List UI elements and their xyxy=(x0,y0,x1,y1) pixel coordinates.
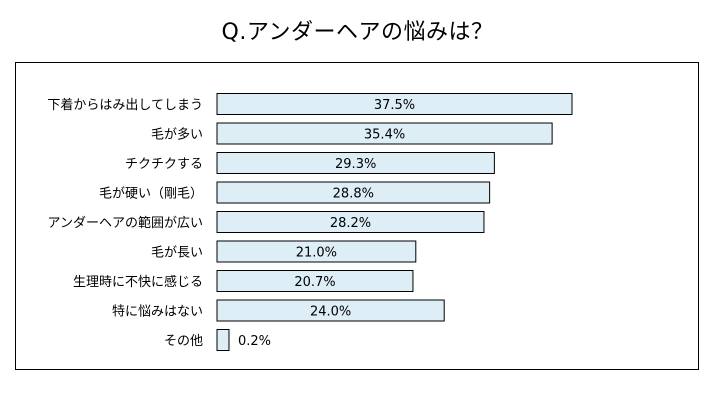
bar xyxy=(216,122,553,145)
category-label: 毛が長い xyxy=(151,246,203,261)
category-label: 毛が硬い（剛毛） xyxy=(99,187,203,202)
bar xyxy=(216,240,417,263)
category-label: 特に悩みはない xyxy=(112,305,203,320)
bar xyxy=(216,93,573,115)
category-label: アンダーヘアの範囲が広い xyxy=(48,216,203,231)
category-label: 下着からはみ出してしまう xyxy=(47,97,203,113)
value-label: 28.2% xyxy=(330,216,371,231)
value-label: 20.7% xyxy=(294,275,335,290)
value-label: 21.0% xyxy=(296,246,337,261)
category-label: 生理時に不快に感じる xyxy=(73,274,203,290)
bar xyxy=(216,181,491,204)
bar xyxy=(216,211,485,233)
bar xyxy=(216,270,414,292)
bar xyxy=(216,329,230,351)
value-label: 24.0% xyxy=(310,305,351,320)
value-label: 28.8% xyxy=(333,187,374,202)
value-label: 29.3% xyxy=(335,157,376,172)
category-label: チクチクする xyxy=(125,157,203,172)
bar xyxy=(216,152,495,174)
category-label: 毛が多い xyxy=(151,127,203,143)
value-label: 35.4% xyxy=(364,128,405,143)
value-label: 37.5% xyxy=(374,98,415,113)
bar xyxy=(216,299,445,322)
value-label: 0.2% xyxy=(238,334,271,349)
category-label: その他 xyxy=(164,334,203,349)
chart-title: Q.アンダーヘアの悩みは？ xyxy=(221,20,494,45)
